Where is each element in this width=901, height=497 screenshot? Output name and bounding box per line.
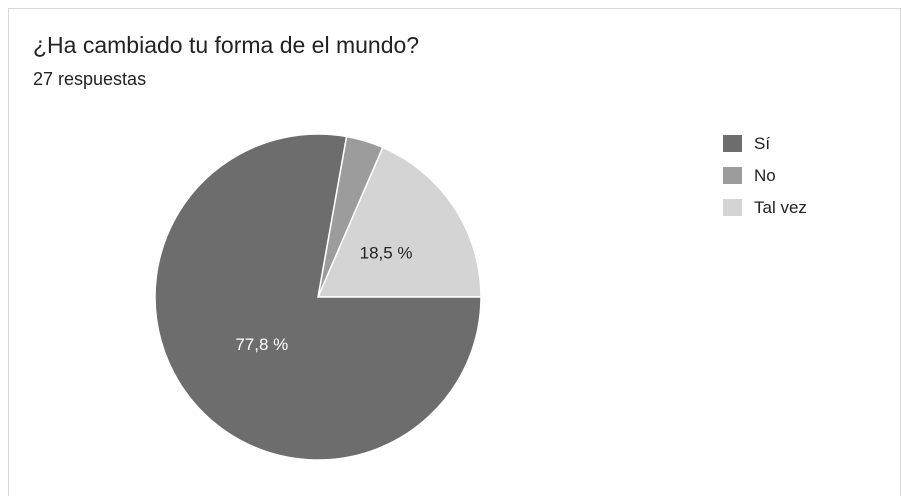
chart-card: ¿Ha cambiado tu forma de el mundo? 27 re… (8, 8, 901, 496)
pie-chart: 18,5 % 77,8 % (154, 133, 482, 461)
legend-label: Sí (754, 133, 771, 153)
slice-label-2: 18,5 % (360, 243, 413, 262)
legend-swatch (723, 135, 742, 152)
legend-swatch (723, 167, 742, 184)
legend-label: No (754, 165, 776, 185)
legend-swatch (723, 199, 742, 216)
pie-slice-tal-vez (316, 146, 482, 298)
slice-label-0: 77,8 % (235, 335, 288, 354)
legend-label: Tal vez (754, 197, 807, 217)
chart-title: ¿Ha cambiado tu forma de el mundo? (33, 32, 420, 58)
legend-item[interactable]: Tal vez (723, 197, 807, 218)
legend-item[interactable]: Sí (723, 133, 807, 154)
chart-legend: Sí No Tal vez (723, 133, 807, 229)
pie-slice-si (154, 133, 482, 461)
legend-item[interactable]: No (723, 165, 807, 186)
response-count: 27 respuestas (33, 69, 147, 89)
